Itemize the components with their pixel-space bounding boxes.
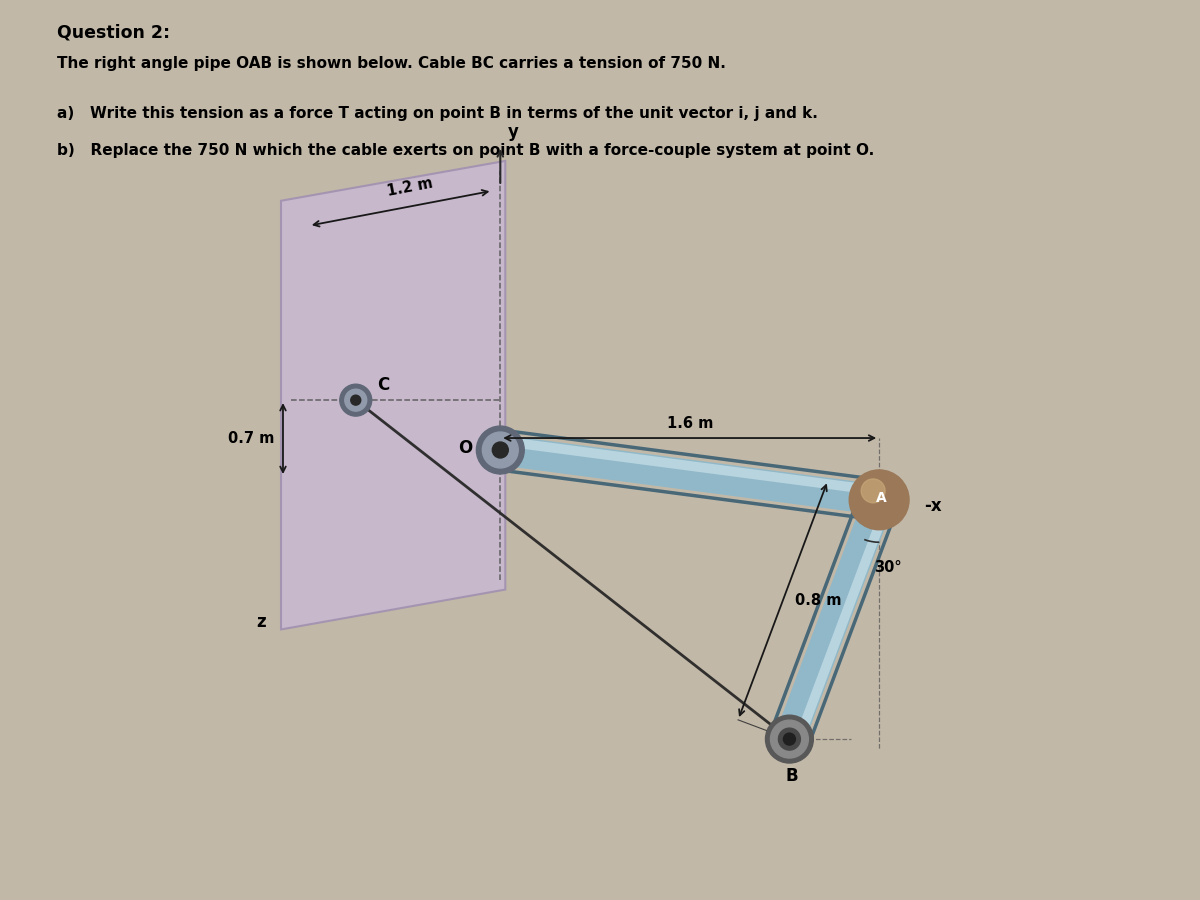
Circle shape (340, 384, 372, 416)
Circle shape (482, 432, 518, 468)
Text: B: B (785, 767, 798, 785)
Circle shape (850, 470, 910, 530)
Circle shape (350, 395, 361, 405)
Text: O: O (458, 439, 473, 457)
Polygon shape (281, 161, 505, 629)
Circle shape (779, 728, 800, 750)
Circle shape (784, 734, 796, 745)
Text: y: y (509, 123, 520, 141)
Text: a)   Write this tension as a force T acting on point B in terms of the unit vect: a) Write this tension as a force T actin… (56, 106, 817, 122)
Text: A: A (876, 491, 887, 505)
Circle shape (770, 720, 809, 758)
Circle shape (344, 389, 367, 411)
Text: z: z (256, 614, 265, 632)
Text: b)   Replace the 750 N which the cable exerts on point B with a force-couple sys: b) Replace the 750 N which the cable exe… (56, 143, 874, 158)
Text: C: C (378, 376, 390, 394)
Text: -x: -x (924, 497, 942, 515)
Text: 1.2 m: 1.2 m (385, 176, 434, 199)
Text: The right angle pipe OAB is shown below. Cable BC carries a tension of 750 N.: The right angle pipe OAB is shown below.… (56, 56, 726, 71)
Circle shape (492, 442, 509, 458)
Text: 30°: 30° (874, 560, 901, 574)
Circle shape (766, 716, 814, 763)
Text: 1.6 m: 1.6 m (666, 416, 713, 431)
Text: 0.7 m: 0.7 m (228, 431, 275, 446)
Text: Question 2:: Question 2: (56, 23, 170, 41)
Circle shape (862, 479, 886, 503)
Text: 0.8 m: 0.8 m (794, 593, 841, 608)
Circle shape (476, 426, 524, 474)
